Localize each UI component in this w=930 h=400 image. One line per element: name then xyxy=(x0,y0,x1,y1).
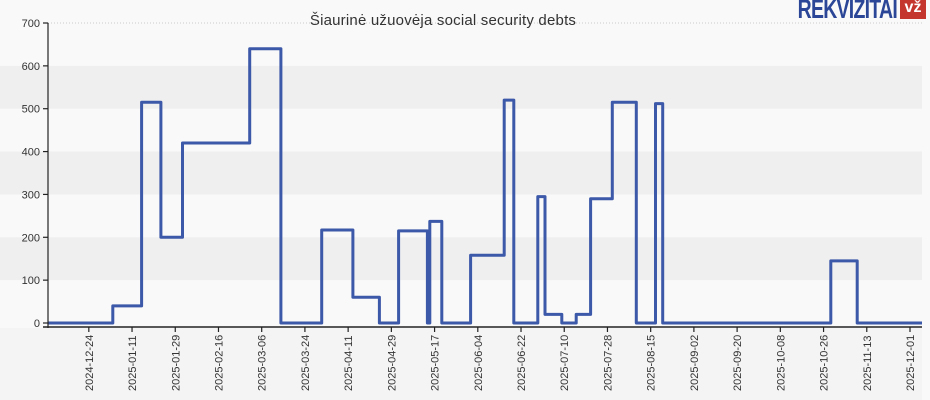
plot-band-2 xyxy=(0,65,922,109)
x-tick-label-2025-07-10: 2025-07-10 xyxy=(559,335,571,391)
plot-band-0 xyxy=(0,237,922,281)
x-tick-label-2025-05-17: 2025-05-17 xyxy=(430,335,442,391)
y-tick-label-100: 100 xyxy=(22,275,40,287)
y-tick-label-700: 700 xyxy=(22,18,40,30)
x-tick-label-2025-08-15: 2025-08-15 xyxy=(646,335,658,391)
rekvizitai-logo-text: REKVIZITAI xyxy=(797,0,898,24)
x-tick-label-2025-01-29: 2025-01-29 xyxy=(170,335,182,391)
y-tick-label-600: 600 xyxy=(22,61,40,73)
y-tick-label-300: 300 xyxy=(22,189,40,201)
x-tick-label-2025-09-20: 2025-09-20 xyxy=(732,335,744,391)
vz-badge: vž xyxy=(900,0,926,19)
x-tick-label-2025-12-01: 2025-12-01 xyxy=(905,335,917,391)
axis-ticks xyxy=(43,22,911,332)
x-tick-label-2025-07-28: 2025-07-28 xyxy=(603,335,615,391)
y-tick-label-200: 200 xyxy=(22,232,40,244)
y-tick-label-400: 400 xyxy=(22,147,40,159)
x-tick-label-2025-06-22: 2025-06-22 xyxy=(516,335,528,391)
y-tick-label-500: 500 xyxy=(22,104,40,116)
x-tick-label-2025-06-04: 2025-06-04 xyxy=(473,335,485,391)
rekvizitai-logo: REKVIZITAI vž xyxy=(759,0,926,23)
x-label-strip xyxy=(0,328,922,400)
x-tick-label-2025-01-11: 2025-01-11 xyxy=(127,336,139,391)
x-tick-label-2025-04-11: 2025-04-11 xyxy=(343,336,355,391)
x-tick-label-2025-03-24: 2025-03-24 xyxy=(300,335,312,391)
x-tick-label-2025-02-16: 2025-02-16 xyxy=(214,335,226,391)
x-tick-label-2025-10-08: 2025-10-08 xyxy=(775,335,787,391)
axes xyxy=(43,23,922,328)
x-tick-label-2025-11-13: 2025-11-13 xyxy=(862,336,874,391)
x-tick-label-2025-09-02: 2025-09-02 xyxy=(689,335,701,391)
axis-labels: 0 100 200 300 400 500 600 700 2024-12-24 2025-01-… xyxy=(22,18,917,391)
plot-band-1 xyxy=(0,151,922,195)
chart-title: Šiaurinė užuovėja social security debts xyxy=(309,12,577,29)
debt-step-line xyxy=(48,47,922,325)
x-tick-label-2024-12-24: 2024-12-24 xyxy=(84,335,96,391)
x-tick-label-2025-03-06: 2025-03-06 xyxy=(257,335,269,391)
x-tick-label-2025-04-29: 2025-04-29 xyxy=(386,335,398,391)
series-path-0 xyxy=(48,47,922,325)
y-tick-label-0: 0 xyxy=(34,318,40,330)
x-tick-label-2025-10-26: 2025-10-26 xyxy=(819,335,831,391)
